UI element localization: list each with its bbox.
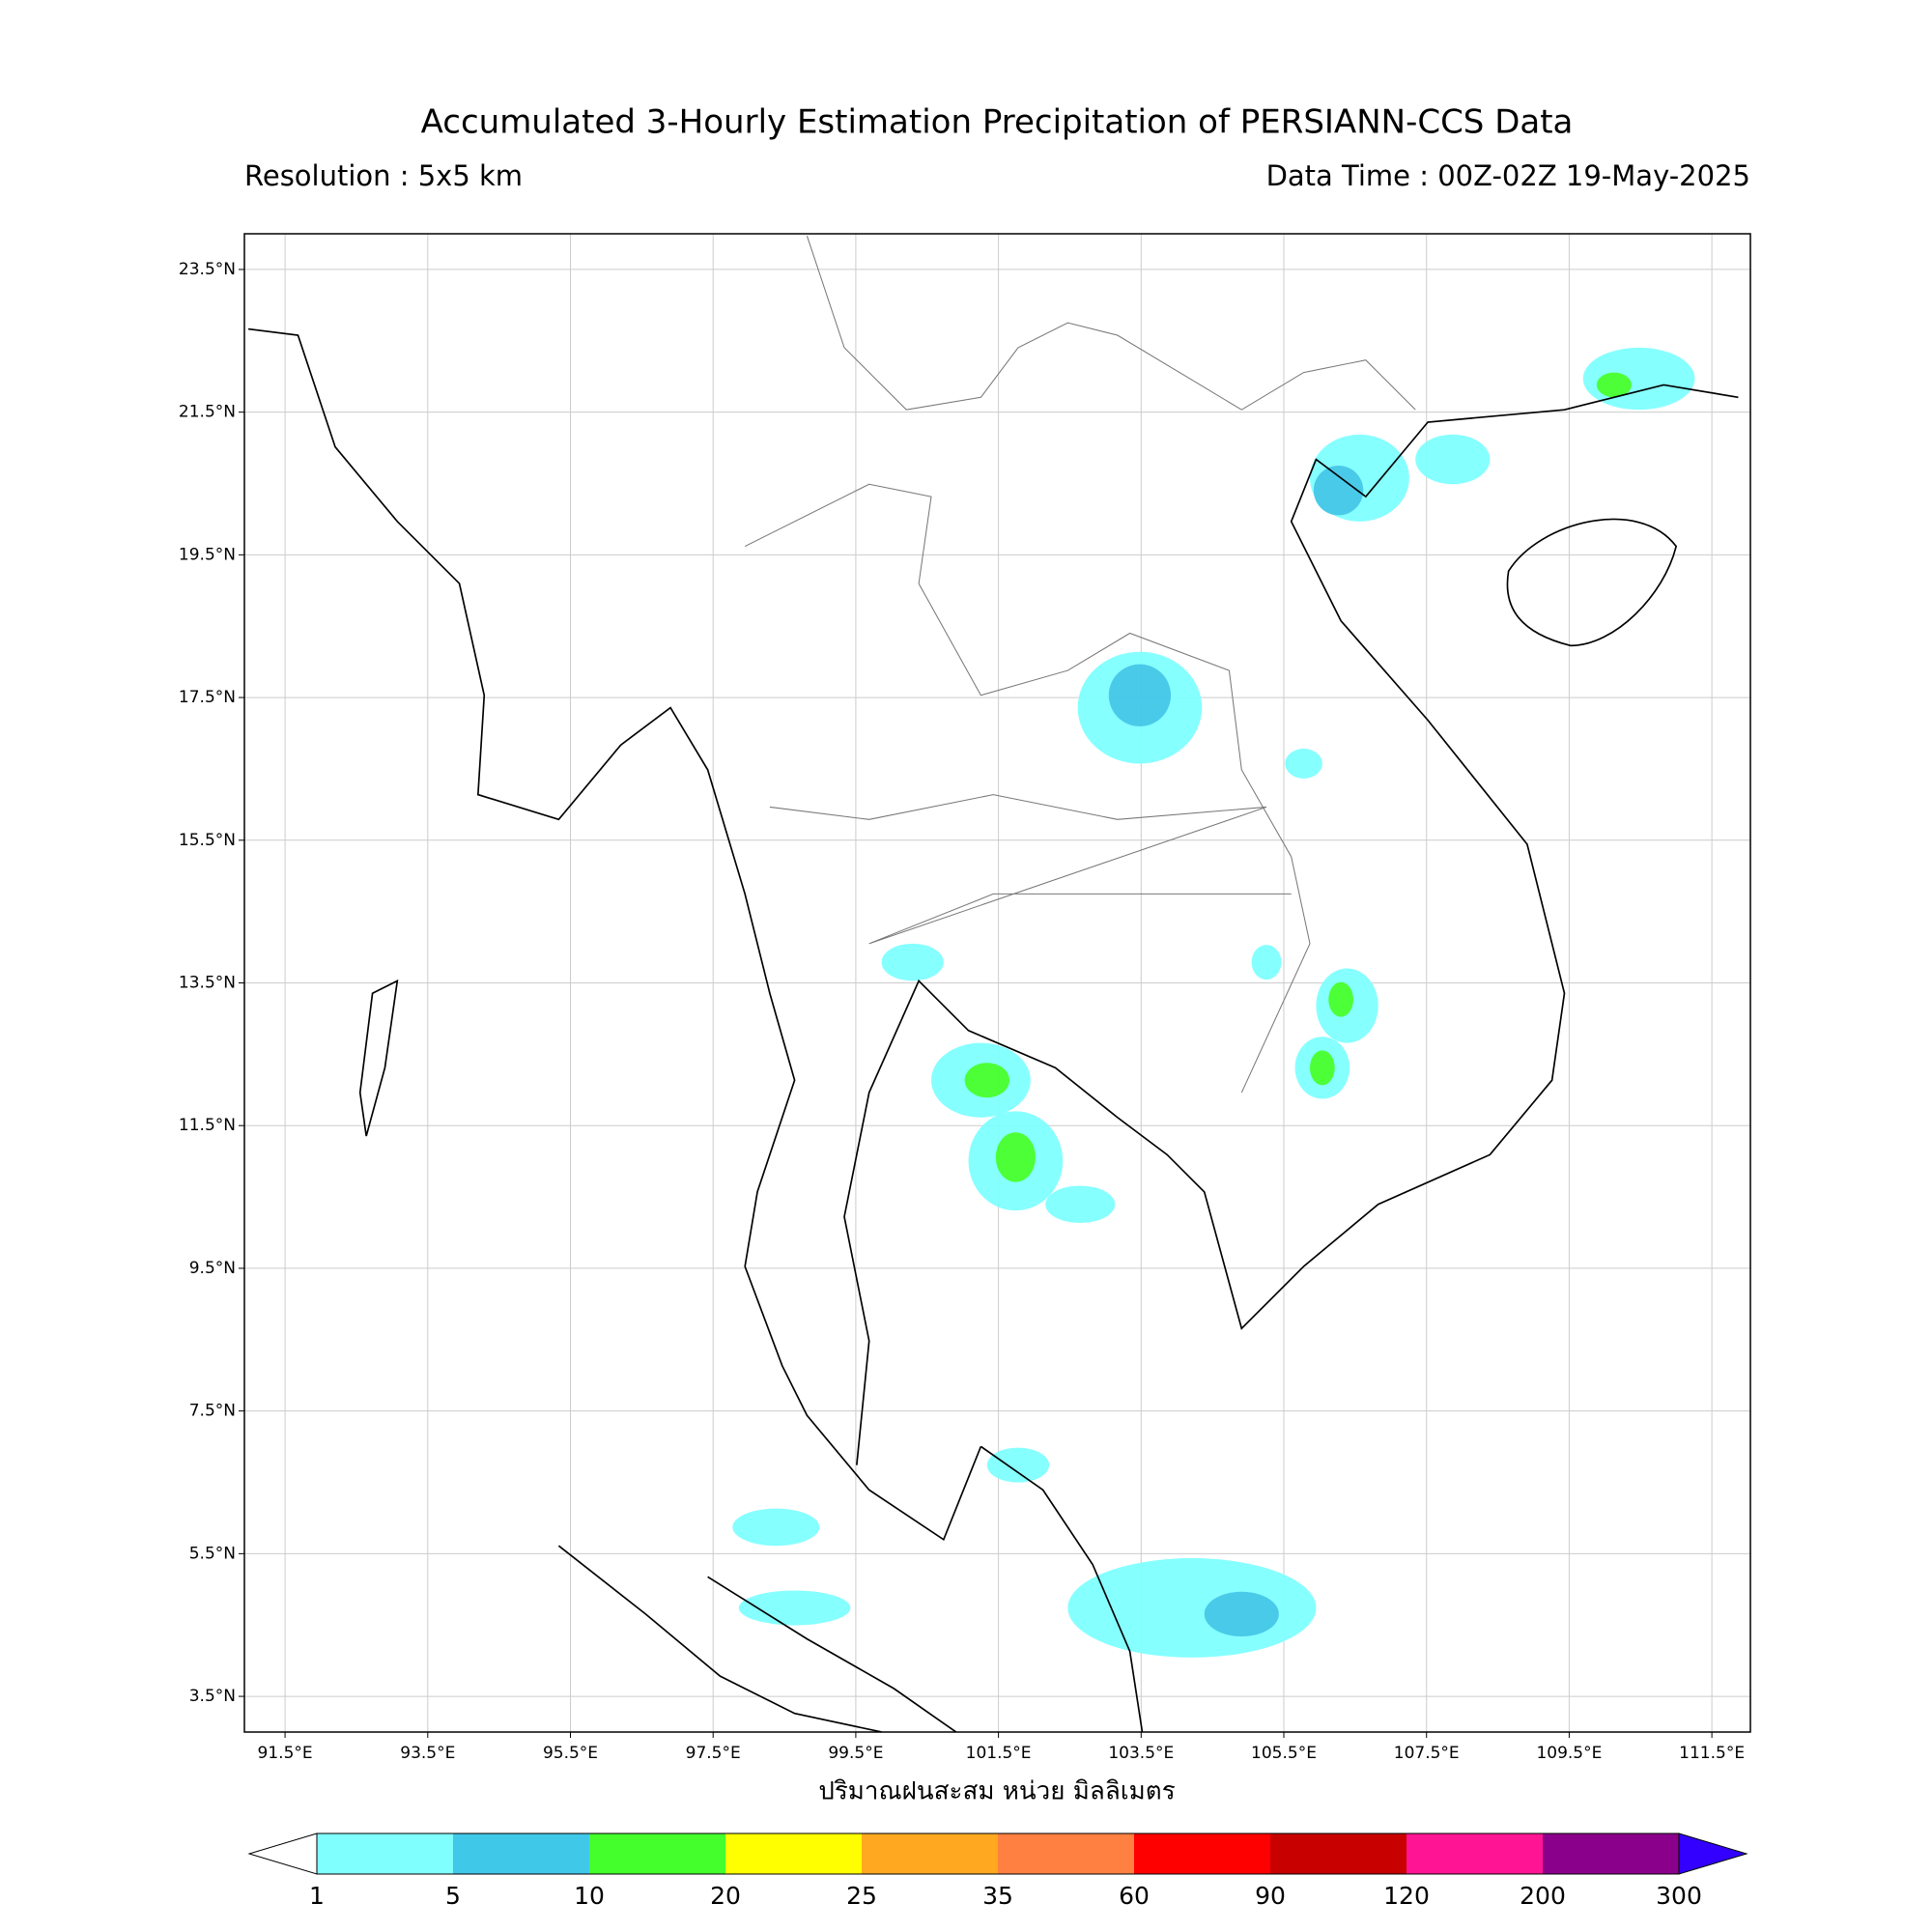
rain-area [1313, 465, 1364, 516]
x-tick-label: 101.5°E [966, 1744, 1032, 1763]
x-axis-label: ปริมาณฝนสะสม หน่วย มิลลิเมตร [818, 1777, 1175, 1806]
colorbar-label: 5 [445, 1882, 461, 1910]
precip-areas [732, 347, 1695, 1658]
colorbar-swatch [1406, 1833, 1543, 1874]
colorbar-label: 90 [1255, 1882, 1286, 1910]
x-tick-label: 111.5°E [1679, 1744, 1745, 1763]
border [769, 794, 1292, 945]
y-tick-label: 17.5°N [179, 688, 236, 707]
island [358, 979, 399, 1137]
x-tick-label: 95.5°E [543, 1744, 598, 1763]
colorbar-label: 25 [846, 1882, 877, 1910]
colorbar-swatch [1543, 1833, 1679, 1874]
colorbar-frame [316, 1833, 1680, 1875]
colorbar-swatch [725, 1833, 862, 1874]
colorbar-label: 200 [1520, 1882, 1566, 1910]
colorbar-label: 120 [1383, 1882, 1430, 1910]
colorbar-swatch [453, 1833, 589, 1874]
rain-area [995, 1132, 1036, 1182]
x-tick-label: 97.5°E [686, 1744, 741, 1763]
coastline [707, 1576, 957, 1733]
rain-area [964, 1063, 1009, 1098]
y-tick-label: 11.5°N [179, 1116, 236, 1135]
x-tick-label: 99.5°E [828, 1744, 883, 1763]
colorbar-swatch [1270, 1833, 1406, 1874]
rain-area [1251, 945, 1282, 980]
border [806, 236, 1416, 411]
rain-area [1328, 981, 1353, 1017]
x-tick-label: 93.5°E [400, 1744, 455, 1763]
y-tick-label: 19.5°N [179, 545, 236, 564]
colorbar-label: 300 [1656, 1882, 1702, 1910]
rain-area [1067, 1558, 1317, 1658]
x-tick-label: 109.5°E [1536, 1744, 1602, 1763]
rain-area [1045, 1185, 1116, 1224]
colorbar-label: 20 [710, 1882, 741, 1910]
colorbar-label: 1 [309, 1882, 325, 1910]
grid [244, 234, 1750, 1732]
y-tick-label: 9.5°N [189, 1259, 236, 1278]
island [1506, 518, 1678, 647]
border [744, 483, 1311, 1094]
colorbar: 1 5 10 20 25 35 60 90 120 200 300 [247, 1833, 1748, 1910]
colorbar-swatch [317, 1833, 453, 1874]
rain-area [1285, 749, 1322, 779]
x-tick-label: 91.5°E [258, 1744, 313, 1763]
rain-area [1596, 372, 1632, 398]
y-tick-label: 21.5°N [179, 403, 236, 422]
rain-area [881, 943, 944, 981]
y-tick-label: 5.5°N [189, 1544, 236, 1563]
rain-area [732, 1508, 820, 1547]
map-layer [247, 236, 1739, 1733]
rain-area [986, 1447, 1050, 1483]
rain-area [1309, 1050, 1335, 1086]
y-tick-label: 13.5°N [179, 974, 236, 993]
y-tick-label: 23.5°N [179, 260, 236, 279]
x-tick-label: 107.5°E [1394, 1744, 1460, 1763]
tick-labels: 91.5°E 93.5°E 95.5°E 97.5°E 99.5°E 101.5°E 103… [179, 260, 1745, 1763]
title: Accumulated 3-Hourly Estimation Precipit… [421, 103, 1574, 142]
colorbar-swatch [1134, 1833, 1270, 1874]
rain-area [1415, 434, 1491, 485]
x-tick-label: 105.5°E [1251, 1744, 1317, 1763]
colorbar-swatch [589, 1833, 725, 1874]
colorbar-swatch [862, 1833, 998, 1874]
x-tick-label: 103.5°E [1108, 1744, 1174, 1763]
y-tick-label: 7.5°N [189, 1402, 236, 1421]
colorbar-label: 35 [982, 1882, 1013, 1910]
resolution: Resolution : 5x5 km [244, 159, 523, 192]
rain-area [1108, 664, 1172, 726]
coastline [247, 327, 982, 1542]
rain-area [1204, 1591, 1279, 1637]
y-tick-label: 15.5°N [179, 831, 236, 850]
coastline [557, 1545, 882, 1733]
colorbar-label: 60 [1119, 1882, 1150, 1910]
rain-area [738, 1590, 851, 1626]
data-time: Data Time : 00Z-02Z 19-May-2025 [1266, 159, 1750, 192]
y-tick-label: 3.5°N [189, 1687, 236, 1706]
coastline [980, 1445, 1144, 1733]
coastline [843, 384, 1739, 1465]
colorbar-swatch [998, 1833, 1134, 1874]
colorbar-label: 10 [574, 1882, 605, 1910]
